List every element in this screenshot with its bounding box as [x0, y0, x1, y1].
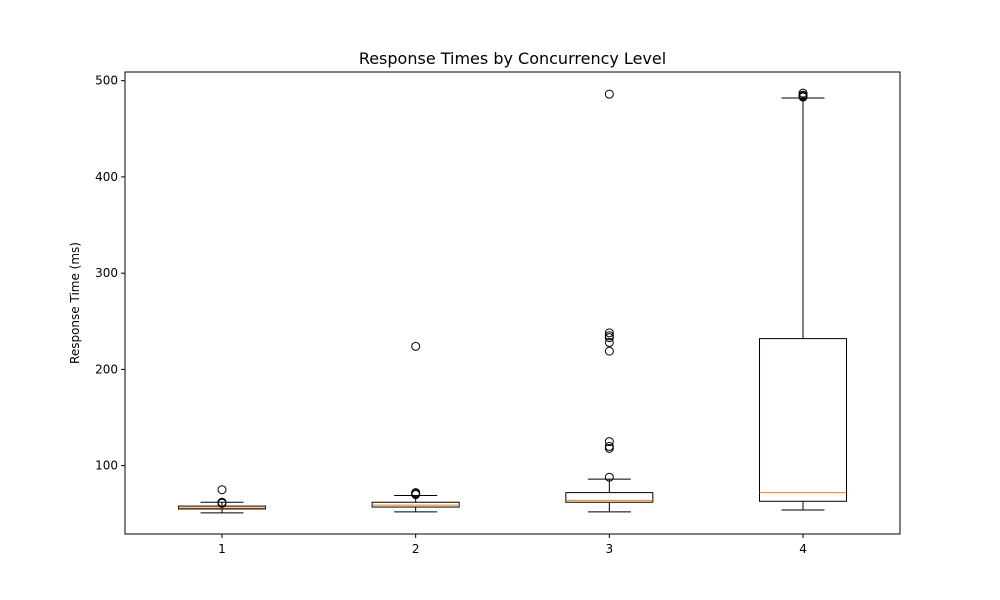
outlier-3-4	[604, 337, 614, 347]
box-4	[759, 338, 848, 502]
y-tick-label-500: 500	[95, 74, 118, 88]
outlier-3-3	[604, 333, 614, 343]
x-tick-label-2: 2	[412, 542, 420, 556]
outlier-3-0	[604, 89, 614, 99]
outlier-3-5	[604, 346, 614, 356]
chart-title: Response Times by Concurrency Level	[359, 49, 666, 68]
outlier-3-8	[604, 443, 614, 453]
x-tick-label-1: 1	[218, 542, 226, 556]
y-axis-label: Response Time (ms)	[68, 242, 82, 364]
outlier-1-2	[217, 498, 227, 508]
outlier-1-0	[217, 485, 227, 495]
outlier-2-3	[411, 490, 421, 500]
plot-frame	[124, 71, 901, 535]
x-tick-label-4: 4	[799, 542, 807, 556]
y-tick-label-100: 100	[95, 459, 118, 473]
outlier-3-1	[604, 328, 614, 338]
y-tick-label-300: 300	[95, 266, 118, 280]
outlier-3-9	[604, 472, 614, 482]
outlier-3-6	[604, 437, 614, 447]
plot-area: 100 200 300 400 500 1 2 3 4	[95, 74, 848, 556]
outlier-2-0	[411, 341, 421, 351]
y-tick-label-200: 200	[95, 362, 118, 376]
outlier-4-3	[798, 92, 808, 102]
x-tick-label-3: 3	[606, 542, 614, 556]
y-tick-label-400: 400	[95, 170, 118, 184]
outlier-3-7	[604, 441, 614, 451]
box-3	[565, 492, 654, 503]
